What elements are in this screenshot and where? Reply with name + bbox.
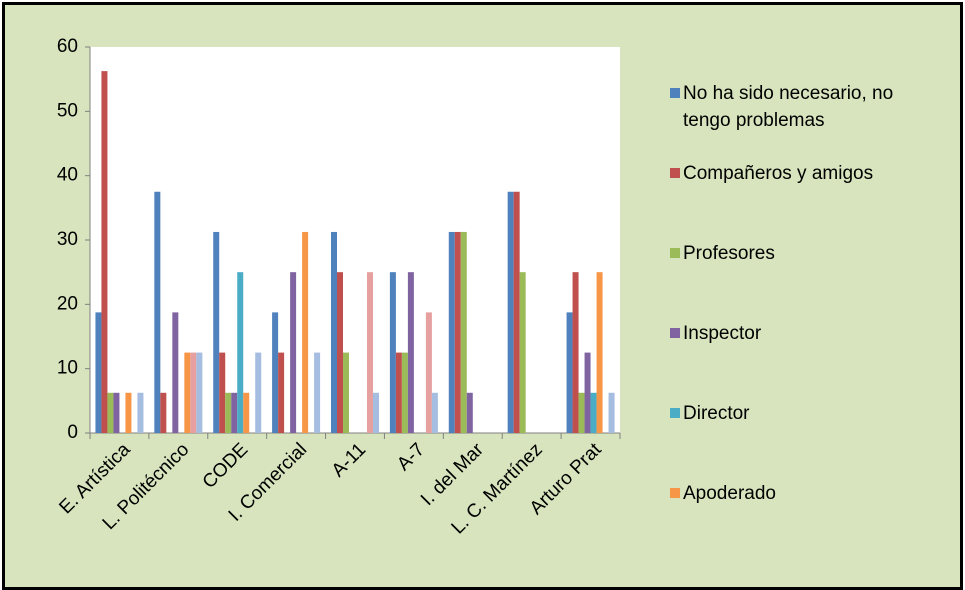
bar — [590, 392, 597, 433]
bar — [213, 231, 220, 433]
bar — [172, 312, 179, 433]
bar — [507, 191, 514, 433]
bar — [95, 312, 102, 433]
bar — [137, 392, 144, 433]
legend-item: Profesores — [670, 240, 943, 267]
bar — [466, 392, 473, 433]
legend-label: Inspector — [683, 323, 762, 344]
legend-label: Profesores — [683, 243, 775, 264]
legend-swatch — [670, 488, 680, 498]
bar — [314, 352, 321, 433]
bar — [337, 272, 343, 433]
legend-item: Director — [670, 400, 943, 427]
bar — [373, 392, 379, 433]
bar — [578, 392, 585, 433]
y-tick-label: 40 — [57, 165, 78, 186]
bar — [407, 272, 414, 433]
y-tick-label: 50 — [57, 100, 78, 121]
bar — [231, 392, 238, 433]
bar — [448, 231, 455, 433]
legend-swatch — [670, 248, 680, 258]
bar — [566, 312, 573, 433]
legend-item: Inspector — [670, 320, 943, 347]
bar — [154, 191, 161, 433]
bar — [608, 392, 615, 433]
bar — [243, 392, 250, 433]
bar — [272, 312, 279, 433]
bar — [519, 272, 526, 433]
bar — [190, 352, 197, 433]
legend-swatch — [670, 408, 680, 418]
bar — [343, 352, 349, 433]
bar — [184, 352, 191, 433]
legend-label: No ha sido necesario, no tengo problemas — [683, 83, 894, 131]
x-tick-label: A-7 — [393, 439, 429, 475]
bar — [367, 272, 373, 433]
legend-item: Apoderado — [670, 480, 943, 507]
legend-swatch — [670, 88, 680, 98]
bar — [125, 392, 132, 433]
plot-area — [90, 47, 620, 433]
bar — [290, 272, 297, 433]
bar — [331, 231, 337, 433]
legend-swatch — [670, 168, 680, 178]
legend-item: Compañeros y amigos — [670, 160, 943, 187]
bar — [395, 352, 402, 433]
bar — [113, 392, 120, 433]
y-tick-label: 20 — [57, 293, 78, 314]
y-tick-label: 10 — [57, 358, 78, 379]
bar — [219, 352, 226, 433]
bar — [255, 352, 262, 433]
bar — [160, 392, 167, 433]
legend-item: No ha sido necesario, no tengo problemas — [670, 80, 943, 134]
bar — [596, 272, 603, 433]
bar — [196, 352, 203, 433]
x-tick-label: A-11 — [328, 439, 370, 481]
bar — [584, 352, 591, 433]
bar — [237, 272, 244, 433]
legend-label: Apoderado — [683, 483, 776, 504]
bar — [278, 352, 285, 433]
y-tick-label: 30 — [57, 229, 78, 250]
bar — [389, 272, 396, 433]
bar — [401, 352, 408, 433]
bar — [513, 191, 520, 433]
bar — [225, 392, 232, 433]
y-tick-label: 0 — [67, 422, 78, 443]
bar — [454, 231, 461, 433]
legend-label: Compañeros y amigos — [683, 163, 874, 184]
legend-label: Director — [683, 403, 750, 424]
bar — [425, 312, 432, 433]
bar — [107, 392, 114, 433]
x-tick-label: CODE — [199, 439, 253, 493]
legend-swatch — [670, 328, 680, 338]
bar — [431, 392, 438, 433]
bar — [460, 231, 467, 433]
bar — [572, 272, 579, 433]
bar — [302, 231, 309, 433]
bar — [101, 71, 108, 433]
y-tick-label: 60 — [57, 36, 78, 57]
